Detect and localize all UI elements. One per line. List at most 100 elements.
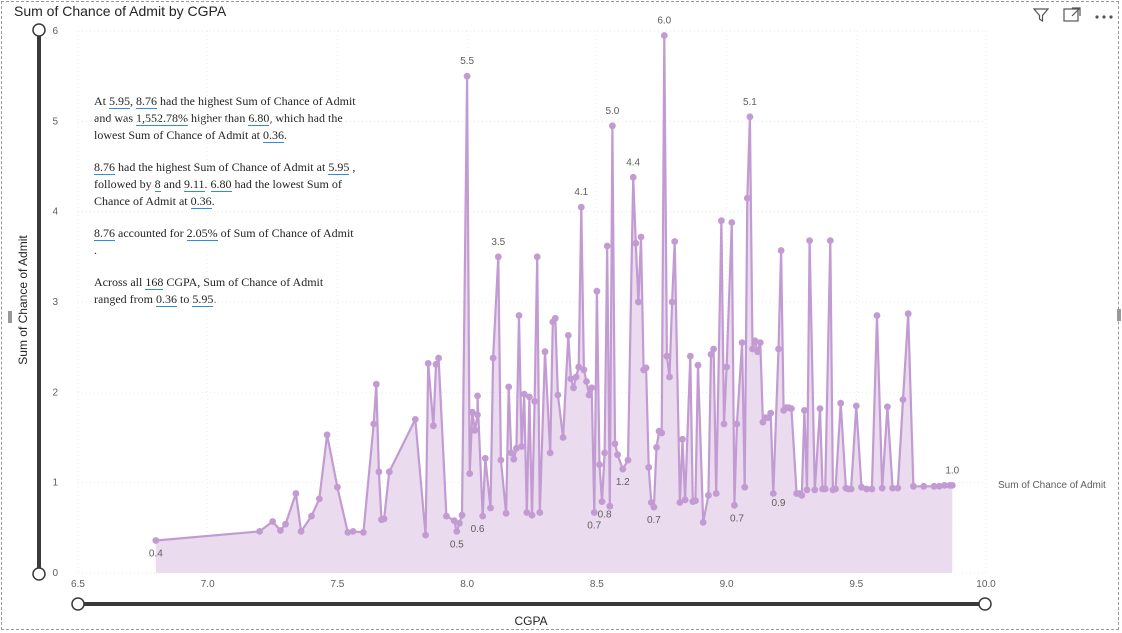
resize-handle-left[interactable] — [8, 311, 12, 323]
narrative-value[interactable]: 0.36 — [262, 128, 284, 143]
filter-icon[interactable] — [1032, 6, 1050, 30]
data-point — [450, 517, 458, 524]
narrative-value[interactable]: 9.11 — [183, 177, 205, 192]
data-point — [642, 364, 650, 372]
data-point — [738, 339, 746, 346]
data-point — [681, 496, 689, 504]
data-point — [803, 486, 811, 494]
data-point — [297, 528, 305, 535]
focus-mode-icon[interactable] — [1062, 6, 1082, 30]
data-point — [510, 455, 518, 463]
data-point — [611, 440, 619, 448]
data-point — [676, 499, 684, 506]
data-point — [821, 485, 829, 493]
data-point — [385, 468, 393, 476]
data-point — [531, 398, 538, 405]
narrative-text: of Sum of Chance of Admit . — [94, 226, 354, 257]
data-point — [372, 380, 380, 388]
narrative-text: Across all — [94, 275, 146, 289]
data-point — [601, 449, 608, 457]
data-point — [629, 173, 637, 181]
narrative-value[interactable]: 2.05% — [186, 226, 218, 241]
data-label: 5.0 — [605, 106, 619, 117]
data-point — [941, 482, 948, 489]
x-tick-label: 7.0 — [201, 579, 215, 590]
data-point — [801, 407, 808, 414]
data-point — [920, 482, 928, 490]
data-point — [751, 337, 759, 345]
data-point — [889, 484, 896, 492]
narrative-paragraph-1: At 5.95, 8.76 had the highest Sum of Cha… — [94, 93, 356, 144]
data-point — [505, 383, 513, 391]
data-point — [507, 449, 515, 457]
data-point — [614, 451, 621, 459]
data-point — [788, 405, 795, 412]
narrative-value[interactable]: 6.80 — [248, 111, 270, 126]
y-tick-label: 5 — [52, 116, 58, 127]
resize-handle-right[interactable] — [1117, 309, 1121, 321]
y-zoom-handle-top[interactable] — [32, 23, 46, 37]
data-point — [930, 482, 938, 490]
data-label: 5.1 — [743, 97, 757, 108]
data-point — [816, 405, 824, 412]
data-point — [863, 485, 871, 493]
data-point — [741, 483, 749, 491]
y-zoom-handle-bottom[interactable] — [32, 567, 46, 581]
narrative-value[interactable]: 5.95 — [109, 94, 130, 109]
y-tick-label: 1 — [52, 478, 58, 489]
narrative-value[interactable]: 6.80 — [210, 177, 232, 192]
data-point — [380, 515, 388, 523]
data-point — [269, 518, 276, 525]
data-point — [832, 485, 839, 493]
data-label: 0.4 — [149, 548, 163, 559]
data-point — [502, 510, 510, 517]
data-point — [707, 351, 715, 358]
data-point — [575, 363, 583, 371]
narrative-value[interactable]: 8 — [154, 177, 161, 192]
data-point — [650, 503, 658, 511]
data-point — [645, 463, 653, 471]
y-tick-label: 4 — [52, 207, 58, 218]
x-axis-title: CGPA — [514, 614, 548, 628]
x-zoom-handle-left[interactable] — [71, 597, 85, 611]
data-point — [432, 360, 440, 368]
narrative-value[interactable]: 0.36 — [190, 194, 212, 209]
data-point — [349, 528, 357, 535]
data-point — [528, 511, 536, 519]
data-point — [749, 345, 756, 353]
area-fill — [155, 35, 953, 573]
data-point — [435, 354, 442, 362]
narrative-text: higher than — [188, 111, 249, 125]
x-zoom-handle-right[interactable] — [978, 597, 992, 611]
data-point — [718, 217, 725, 225]
data-point — [632, 239, 640, 247]
narrative-paragraph-3: 8.76 accounted for 2.05% of Sum of Chanc… — [94, 225, 356, 259]
narrative-value[interactable]: 8.76 — [94, 226, 115, 241]
data-point — [671, 238, 679, 245]
data-point — [567, 375, 575, 383]
data-point — [546, 449, 554, 457]
narrative-value[interactable]: 5.95 — [328, 160, 350, 175]
data-point — [479, 512, 487, 520]
data-point — [375, 468, 383, 476]
y-tick-label: 6 — [52, 26, 58, 37]
data-point — [308, 512, 315, 520]
data-label: 1.0 — [945, 465, 959, 476]
narrative-value[interactable]: 168 — [145, 275, 164, 290]
data-point — [935, 482, 943, 490]
data-point — [712, 490, 720, 497]
more-options-icon[interactable] — [1094, 8, 1114, 28]
data-point — [948, 482, 956, 489]
data-point — [474, 411, 481, 419]
data-label: 0.8 — [598, 510, 612, 521]
narrative-value[interactable]: 0.36 — [155, 292, 177, 307]
y-tick-label: 0 — [52, 568, 58, 579]
narrative-text: , which had the lowest Sum of Chance of … — [94, 111, 343, 142]
data-point — [468, 408, 476, 416]
narrative-value[interactable]: 8.76 — [94, 160, 115, 175]
data-point — [481, 454, 489, 462]
data-point — [710, 345, 717, 353]
data-point — [754, 348, 762, 356]
narrative-text: . — [211, 194, 215, 208]
narrative-value[interactable]: 8.76 — [136, 94, 157, 109]
